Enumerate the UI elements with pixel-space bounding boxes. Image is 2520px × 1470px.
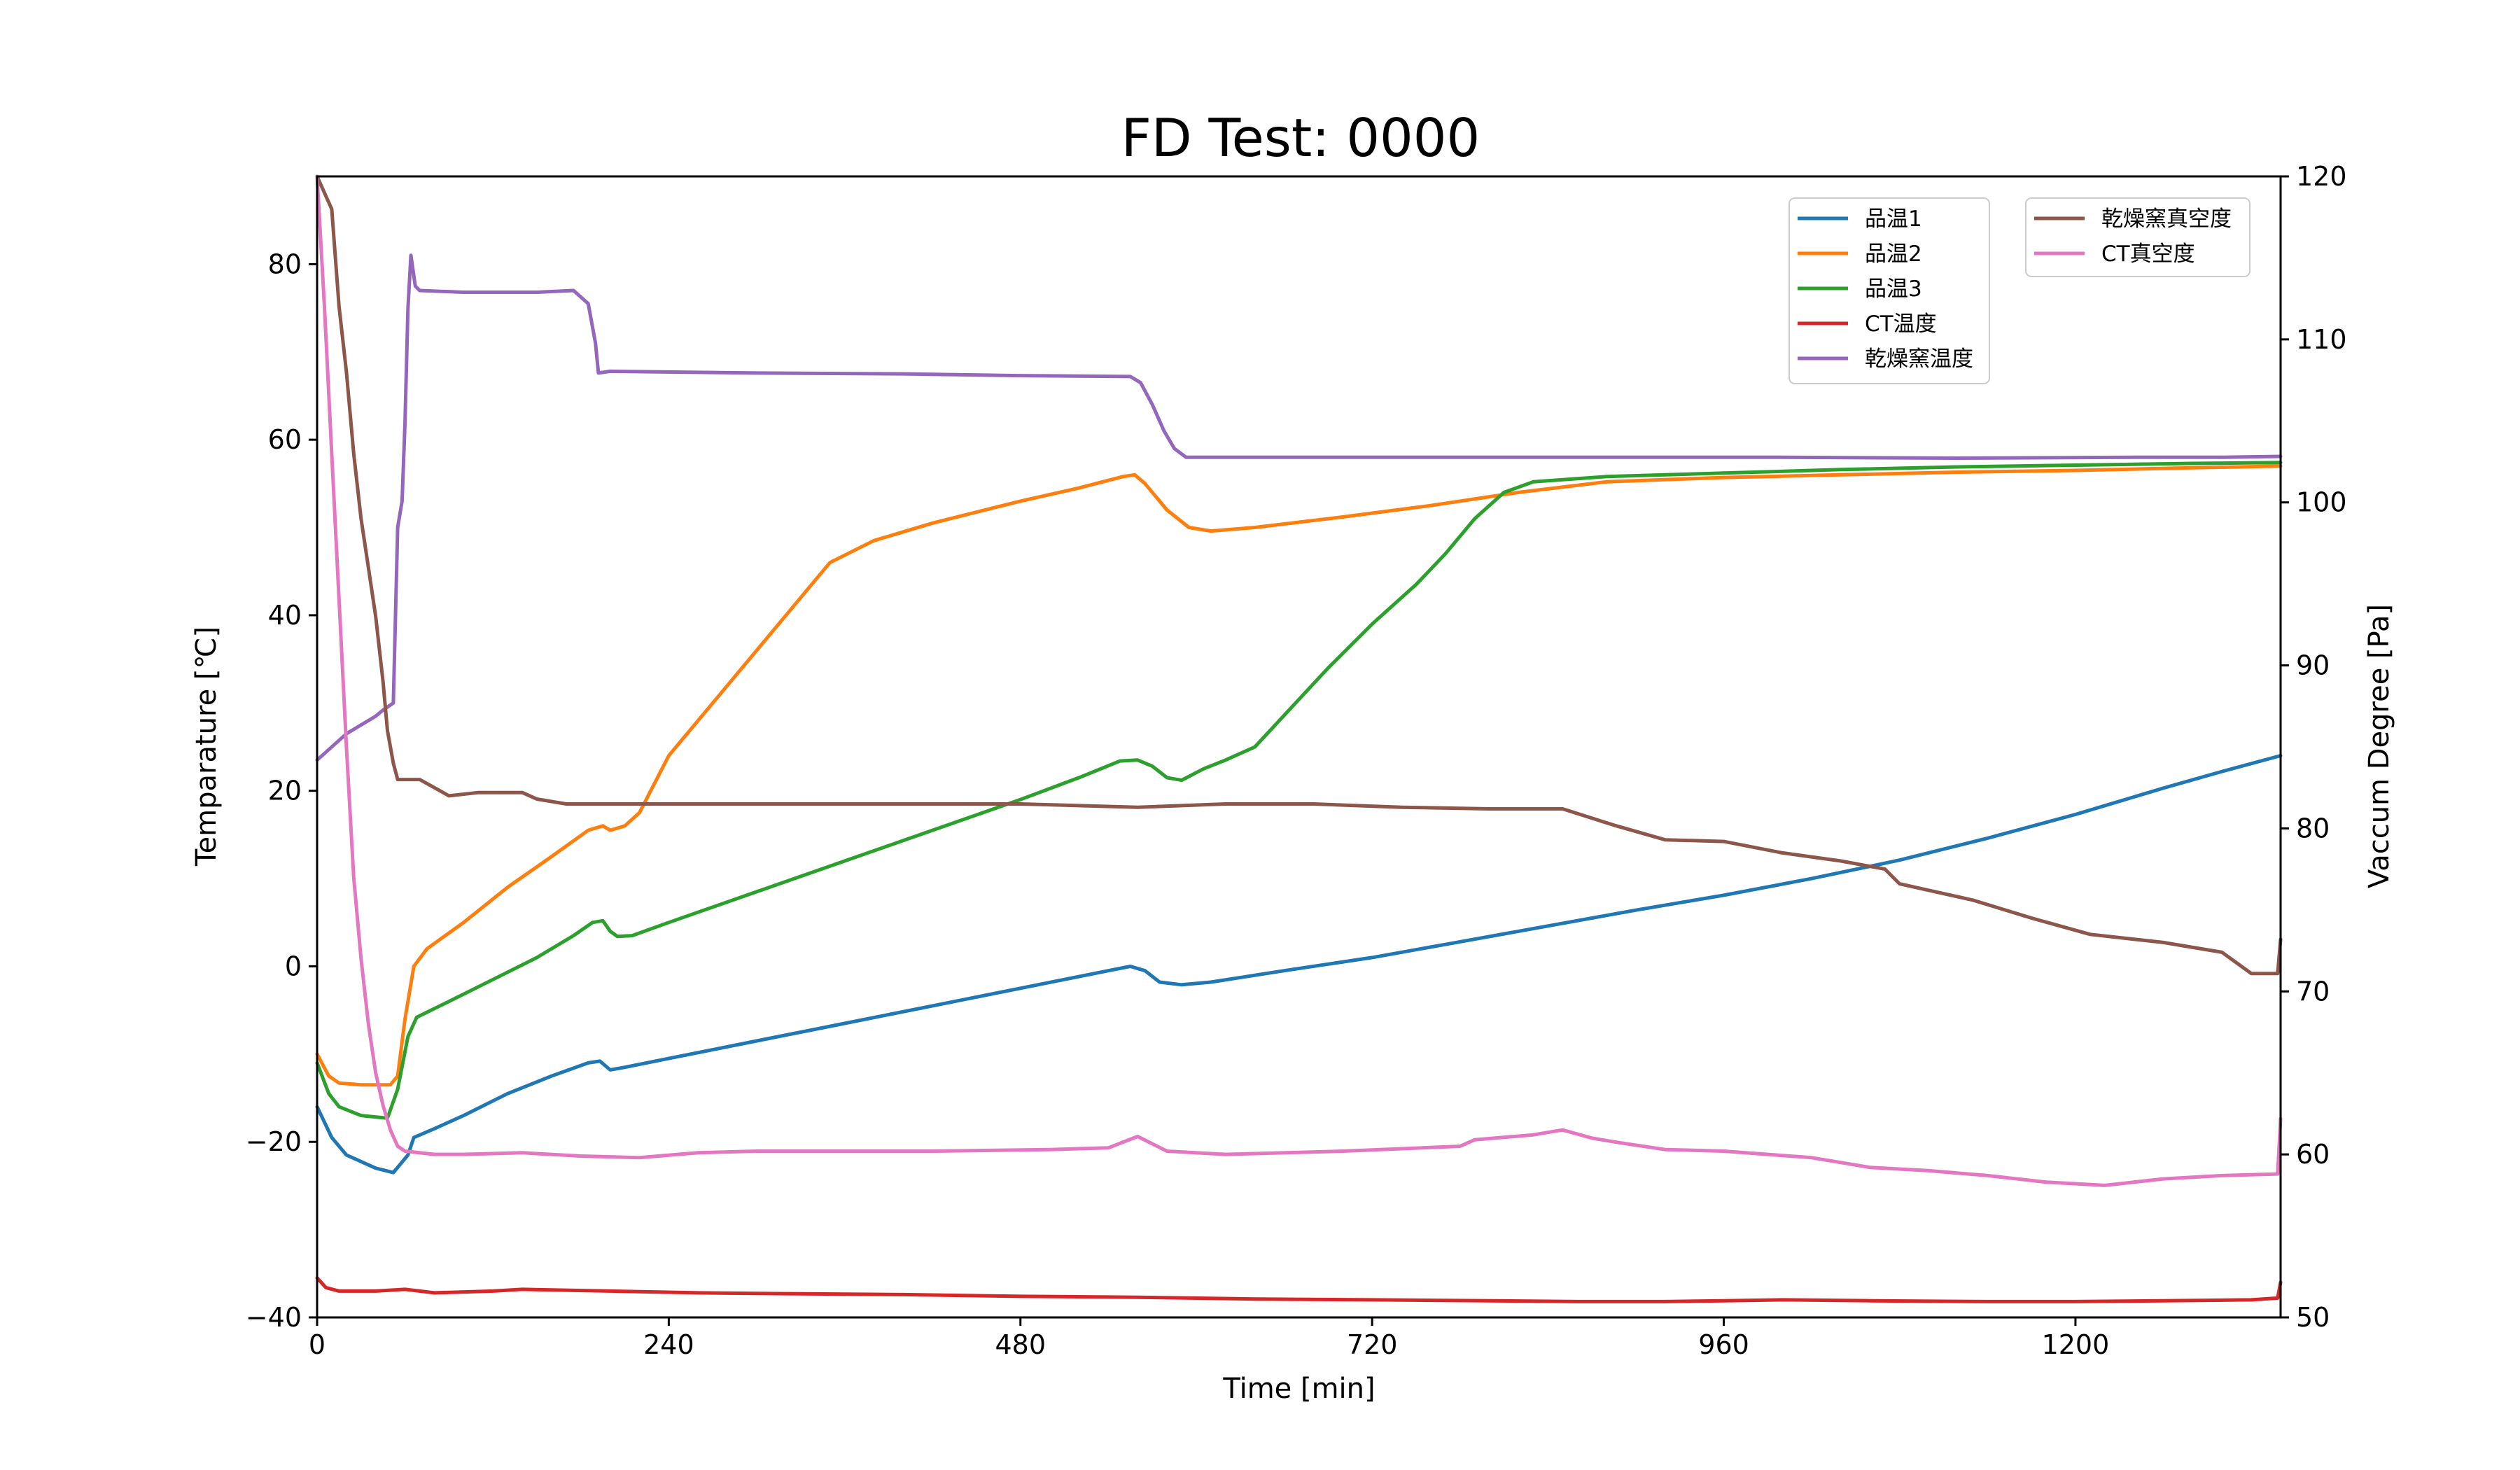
y-right-tick-label: 120	[2296, 161, 2347, 192]
y-axis-right-label: Vaccum Degree [Pa]	[2363, 604, 2395, 888]
series-line-6	[315, 174, 2283, 976]
x-tick-label: 240	[643, 1329, 694, 1360]
y-right-tick-label: 70	[2296, 976, 2330, 1007]
x-tick-label: 480	[995, 1329, 1046, 1360]
y-left-tick-label: 20	[268, 776, 302, 806]
y-left-tick-label: −40	[246, 1302, 302, 1333]
y-axis-right: 50 60 70 80 90 100 110 120	[2281, 161, 2347, 1333]
y-right-tick-label: 100	[2296, 487, 2347, 518]
y-left-tick-label: −20	[246, 1126, 302, 1157]
series-line-1	[315, 754, 2283, 1175]
series-line-2	[315, 464, 2283, 1087]
x-tick-label: 0	[309, 1329, 326, 1360]
y-left-tick-label: 80	[268, 248, 302, 279]
legend-right-axis: 乾燥窯真空度 CT真空度	[2025, 197, 2250, 277]
y-left-tick-label: 0	[285, 951, 302, 981]
legend-label: 品温2	[1865, 241, 1922, 267]
series-layer	[315, 174, 2283, 1303]
x-tick-label: 720	[1347, 1329, 1398, 1360]
y-axis-left-label: Temparature [℃]	[190, 626, 223, 867]
series-line-7	[315, 174, 2283, 1187]
x-axis: 0 240 480 720 960 1200	[309, 1317, 2109, 1360]
y-right-tick-label: 50	[2296, 1302, 2330, 1333]
x-tick-label: 1200	[2042, 1329, 2110, 1360]
series-line-4	[315, 1276, 2283, 1303]
x-axis-label: Time [min]	[1222, 1373, 1375, 1405]
series-line-5	[315, 253, 2283, 762]
series-line-3	[315, 461, 2283, 1120]
y-right-tick-label: 80	[2296, 813, 2330, 844]
y-right-tick-label: 110	[2296, 324, 2347, 355]
legend-label: 品温3	[1865, 276, 1922, 302]
y-left-tick-label: 40	[268, 600, 302, 631]
y-right-tick-label: 60	[2296, 1139, 2330, 1170]
x-tick-label: 960	[1698, 1329, 1749, 1360]
y-axis-left: −40 −20 0 20 40 60 80	[246, 248, 317, 1333]
legend-label: 乾燥窯真空度	[2101, 206, 2232, 232]
plot-frame	[316, 175, 2282, 1319]
y-left-tick-label: 60	[268, 424, 302, 455]
legend-label: 品温1	[1865, 206, 1922, 232]
chart-title: FD Test: 0000	[1121, 107, 1480, 169]
y-right-tick-label: 90	[2296, 650, 2330, 681]
legend-label: CT真空度	[2101, 241, 2195, 267]
legend-label: 乾燥窯温度	[1865, 346, 1973, 372]
legend-label: CT温度	[1865, 312, 1937, 337]
legend-left-box	[1788, 197, 1990, 384]
